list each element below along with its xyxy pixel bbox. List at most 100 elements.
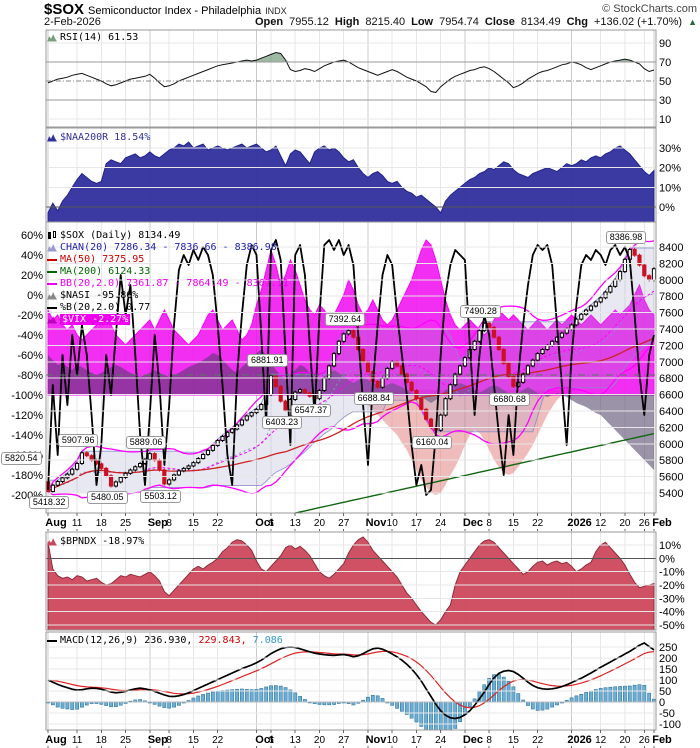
legend-ma200-label: MA(200) 6124.33: [60, 266, 151, 277]
svg-text:-40%: -40%: [659, 607, 685, 619]
legend-bb: BB(20,2.0) 7361.87 - 7864.49 - 8367.11: [47, 278, 289, 289]
ma50-line-icon: [47, 258, 57, 261]
quote-date: 2-Feb-2026: [44, 16, 101, 28]
svg-text:Dec: Dec: [463, 517, 483, 529]
high-value: 8215.40: [365, 16, 406, 28]
svg-text:6800: 6800: [659, 373, 683, 385]
bpndx-legend-label: $BPNDX -18.97%: [60, 536, 145, 547]
vix-area-icon: [47, 316, 57, 324]
svg-text:20%: 20%: [21, 270, 43, 282]
svg-text:10%: 10%: [659, 540, 681, 552]
svg-text:100: 100: [659, 675, 677, 687]
svg-text:-100%: -100%: [11, 390, 43, 402]
bb-line-icon: [47, 282, 57, 285]
svg-text:Feb: Feb: [652, 517, 672, 529]
svg-text:6400: 6400: [659, 406, 683, 418]
percent-b-line-icon: [47, 306, 57, 309]
svg-text:Aug: Aug: [45, 517, 66, 529]
svg-text:5600: 5600: [659, 472, 683, 484]
quote-row: 2-Feb-2026 Open 7955.12 High 8215.40 Low 79…: [44, 16, 697, 28]
svg-text:50: 50: [659, 686, 671, 698]
legend-bb-label: BB(20,2.0) 7361.87 - 7864.49 - 8367.11: [60, 278, 289, 289]
price-annotation: 6680.68: [489, 392, 530, 406]
svg-text:5400: 5400: [659, 488, 683, 500]
close-label: Close: [484, 16, 515, 28]
svg-text:8: 8: [486, 518, 492, 529]
svg-text:26: 26: [639, 518, 651, 529]
svg-text:26: 26: [639, 735, 651, 746]
svg-text:15: 15: [188, 518, 200, 529]
svg-text:11: 11: [72, 735, 83, 746]
svg-text:27: 27: [338, 735, 350, 746]
svg-text:70: 70: [659, 57, 671, 69]
price-annotation: 5418.32: [28, 496, 70, 510]
svg-text:7600: 7600: [659, 308, 683, 320]
svg-text:Feb: Feb: [652, 734, 672, 746]
svg-text:24: 24: [435, 518, 447, 529]
rsi-area-icon: [47, 34, 57, 42]
open-value: 7955.12: [289, 16, 329, 28]
price-annotation: 5889.06: [125, 435, 167, 449]
svg-text:30: 30: [659, 95, 671, 107]
svg-text:8400: 8400: [659, 242, 683, 254]
svg-text:6200: 6200: [659, 422, 683, 434]
svg-text:2026: 2026: [567, 517, 591, 529]
ma200-line-icon: [47, 270, 57, 273]
svg-text:-20%: -20%: [659, 580, 685, 592]
legend-nasi-label: $NASI -95.86%: [60, 290, 139, 301]
price-annotation: 8386.98: [605, 231, 647, 245]
svg-text:27: 27: [338, 518, 350, 529]
svg-text:Nov: Nov: [366, 734, 388, 746]
svg-text:30%: 30%: [659, 143, 681, 155]
nasi-area-icon: [47, 292, 57, 300]
legend-vix: $VIX -2.27%: [47, 314, 289, 325]
svg-text:10: 10: [387, 735, 399, 746]
copyright: © StockCharts.com: [602, 3, 697, 15]
symbol: $SOX: [44, 1, 85, 18]
title-row: $SOX Semiconductor Index - Philadelphia IN…: [44, 1, 287, 19]
price-annotation: 6547.37: [290, 403, 332, 417]
svg-text:200: 200: [659, 653, 677, 665]
svg-text:17: 17: [411, 518, 423, 529]
svg-text:13: 13: [290, 735, 302, 746]
rsi-legend: RSI(14) 61.53: [47, 32, 138, 43]
svg-text:0%: 0%: [27, 290, 43, 302]
svg-text:20: 20: [619, 735, 631, 746]
svg-text:40%: 40%: [21, 250, 43, 262]
exchange: INDX: [265, 6, 287, 16]
svg-text:8000: 8000: [659, 275, 683, 287]
svg-text:12: 12: [595, 518, 607, 529]
svg-text:-140%: -140%: [11, 430, 43, 442]
legend-percent-b-label: %B(20,2.0) 0.77: [60, 302, 151, 313]
svg-text:60%: 60%: [21, 230, 43, 242]
price-annotation: 7490.28: [460, 304, 501, 318]
legend-chan20: CHAN(20) 7286.34 - 7836.66 - 8386.98: [47, 242, 289, 253]
legend-sox-label: $SOX (Daily) 8134.49: [60, 230, 181, 241]
svg-text:22: 22: [212, 518, 224, 529]
price-annotation: 5820.54: [1, 451, 42, 465]
svg-text:20%: 20%: [659, 163, 681, 175]
svg-text:7800: 7800: [659, 291, 683, 303]
svg-text:150: 150: [659, 664, 677, 676]
svg-text:Nov: Nov: [366, 517, 388, 529]
svg-text:-20%: -20%: [17, 310, 43, 322]
svg-text:-60%: -60%: [17, 350, 43, 362]
svg-text:8: 8: [166, 518, 172, 529]
chart-header: $SOX Semiconductor Index - Philadelphia IN…: [0, 0, 700, 29]
svg-text:-100: -100: [659, 719, 681, 731]
svg-text:0%: 0%: [659, 202, 675, 214]
legend-ma50-label: MA(50) 7375.95: [60, 254, 145, 265]
symbol-name: Semiconductor Index - Philadelphia: [88, 5, 262, 17]
svg-text:15: 15: [508, 518, 520, 529]
legend-vix-label: $VIX -2.27%: [60, 314, 131, 325]
high-label: High: [334, 16, 360, 28]
svg-text:10: 10: [387, 518, 399, 529]
legend-percent-b: %B(20,2.0) 0.77: [47, 302, 289, 313]
svg-text:12: 12: [595, 735, 607, 746]
svg-text:Oct: Oct: [255, 517, 274, 529]
svg-text:-120%: -120%: [11, 410, 43, 422]
macd-line-icon: [47, 639, 57, 642]
chg-label: Chg: [566, 16, 588, 28]
svg-text:Sep: Sep: [148, 517, 168, 529]
